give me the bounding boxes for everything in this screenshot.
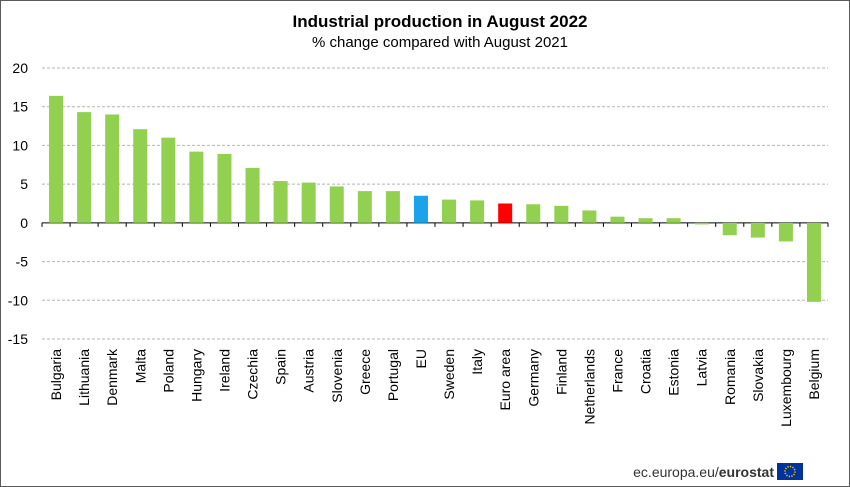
bars	[49, 95, 821, 302]
bar-estonia	[666, 218, 681, 223]
x-tick-label: Spain	[273, 349, 289, 385]
x-tick-label: Germany	[525, 349, 541, 407]
x-tick-label: France	[609, 349, 625, 393]
x-tick-label: Slovenia	[329, 349, 345, 403]
x-tick-label: Netherlands	[581, 349, 597, 425]
bar-poland	[161, 137, 176, 223]
source-brand: eurostat	[719, 464, 775, 480]
bar-denmark	[105, 114, 120, 223]
x-tick-label: Austria	[301, 349, 317, 393]
bar-austria	[301, 182, 316, 223]
bar-ireland	[217, 153, 232, 223]
bar-latvia	[694, 222, 709, 225]
source-domain: ec.europa.eu/	[633, 464, 719, 480]
x-tick-label: Estonia	[666, 349, 682, 396]
x-tick-label: Denmark	[104, 348, 120, 406]
x-tick-label: Poland	[160, 349, 176, 393]
x-tick-label: Lithuania	[76, 349, 92, 406]
bar-portugal	[385, 191, 400, 223]
y-tick-label: 0	[20, 215, 28, 231]
gridlines	[42, 67, 828, 340]
chart-subtitle: % change compared with August 2021	[312, 34, 568, 51]
x-tick-label: Finland	[553, 349, 569, 395]
chart-title: Industrial production in August 2022	[292, 12, 587, 31]
bar-bulgaria	[49, 95, 64, 223]
x-tick-label: Euro area	[497, 349, 513, 411]
bar-czechia	[245, 167, 260, 223]
bar-eu	[413, 195, 428, 223]
x-tick-label: Greece	[357, 349, 373, 395]
x-tick-label: Ireland	[216, 349, 232, 392]
bar-croatia	[638, 218, 653, 223]
x-tick-label: Czechia	[245, 349, 261, 400]
x-tick-label: Portugal	[385, 349, 401, 401]
x-axis-ticks: Bulgaria Lithuania Denmark Malta Poland Hunga…	[41, 222, 829, 427]
y-tick-label: -15	[8, 331, 28, 347]
x-tick-label: EU	[413, 349, 429, 368]
bar-finland	[554, 205, 569, 223]
x-tick-label: Slovakia	[750, 349, 766, 402]
y-tick-label: 10	[12, 137, 28, 153]
y-tick-label: -5	[16, 254, 29, 270]
bar-france	[610, 216, 625, 223]
bar-spain	[273, 181, 288, 223]
bar-belgium	[806, 222, 821, 302]
svg-text:ec.europa.eu/eurostat: ec.europa.eu/eurostat	[633, 464, 774, 480]
x-tick-label: Bulgaria	[48, 349, 64, 401]
x-tick-label: Croatia	[638, 349, 654, 394]
x-tick-label: Sweden	[441, 349, 457, 400]
bar-romania	[722, 222, 737, 236]
bar-hungary	[189, 151, 204, 223]
bar-netherlands	[582, 210, 597, 223]
bar-luxembourg	[778, 222, 793, 242]
bar-euro-area	[498, 203, 513, 223]
y-axis-ticks: 20 15 10 5 0 -5 -10 -15	[8, 60, 28, 347]
bar-italy	[470, 200, 485, 223]
x-tick-label: Italy	[469, 349, 485, 375]
y-tick-label: 5	[20, 176, 28, 192]
x-tick-label: Romania	[722, 349, 738, 405]
bar-sweden	[442, 199, 457, 223]
x-tick-label: Hungary	[188, 349, 204, 402]
x-tick-label: Luxembourg	[778, 349, 794, 427]
bar-germany	[526, 204, 541, 223]
bar-lithuania	[77, 112, 92, 223]
x-tick-label: Latvia	[694, 349, 710, 387]
bar-slovenia	[329, 186, 344, 223]
y-tick-label: -10	[8, 292, 28, 308]
y-tick-label: 20	[12, 60, 28, 76]
bar-malta	[133, 129, 148, 223]
source-credit: ec.europa.eu/eurostat	[633, 463, 803, 480]
x-tick-label: Belgium	[806, 349, 822, 400]
y-tick-label: 15	[12, 99, 28, 115]
eu-flag-icon	[777, 463, 803, 480]
bar-slovakia	[750, 222, 765, 238]
x-tick-label: Malta	[132, 349, 148, 383]
bar-greece	[357, 191, 372, 223]
